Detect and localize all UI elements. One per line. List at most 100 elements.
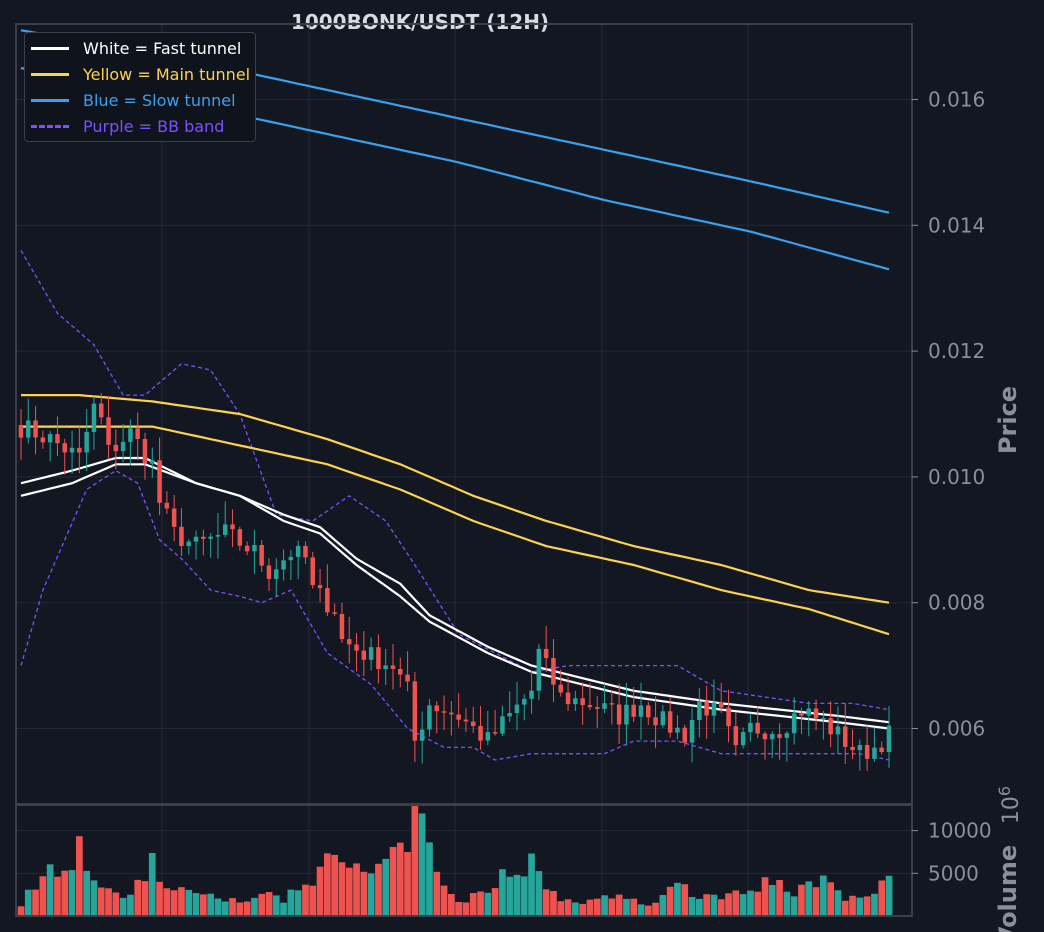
volume-tick-label: 10000 [928,819,992,843]
volume-bar [798,884,805,916]
axis-ticks: 0.006 0.008 0.010 0.012 0.014 0.016 5000 10000 [912,87,992,885]
volume-bar [418,813,426,916]
candle-body [281,560,286,570]
volume-bar [455,902,462,916]
candle-body [463,719,469,722]
volume-bar [520,876,528,916]
volume-bar [623,898,630,916]
volume-bar [251,897,258,916]
volume-bar [170,890,178,916]
price-axis-label: Price [994,386,1022,454]
candle-body [514,704,520,713]
legend: White = Fast tunnel Yellow = Main tunnel… [24,32,256,142]
volume-bar [630,898,638,916]
fast-tunnel-line [20,456,890,724]
candle-body [69,447,75,453]
candle-body [850,746,855,751]
volume-bar [827,882,834,916]
legend-swatch-slow [31,98,69,102]
candle-body [441,711,447,713]
candle-body [135,428,140,439]
volume-bar [863,896,871,916]
volume-bar [316,866,324,916]
candle-body [821,718,826,720]
candle-body [252,545,257,552]
volume-bar [440,885,448,916]
candle-body [587,705,593,708]
candle-body [99,403,104,418]
volume-bar [491,888,499,916]
volume-bar [659,895,667,916]
candle-body [857,745,863,751]
volume-bar [550,891,557,916]
volume-bar [812,887,820,916]
volume-bar [17,906,25,916]
candle-body [368,647,374,660]
volume-bar [637,904,645,916]
candle-body [390,665,396,669]
candle-body [223,524,228,535]
candle-body [310,557,315,586]
volume-bar [506,876,514,916]
volume-bar [601,895,608,916]
candle-body [259,545,264,566]
volume-bar [345,867,353,916]
candle-body [806,708,811,716]
volume-bar [163,888,171,916]
candle-body [697,701,702,720]
volume-bar [141,881,149,916]
volume-bar [608,898,616,916]
candle-body [573,698,578,705]
volume-bar [309,885,317,916]
candle-body [193,536,199,542]
candle-body [872,747,877,759]
candle-body [179,526,184,546]
volume-bar [411,802,419,916]
volume-bar [878,880,886,916]
volume-bar [367,873,375,916]
volume-bar [229,898,236,916]
volume-bar [294,890,302,916]
candle-body [171,508,177,527]
volume-bar [134,879,142,916]
volume-bar [156,881,163,916]
volume-bar [61,870,69,916]
candle-body [529,690,534,699]
candle-body [347,639,352,645]
candle-body [609,703,615,705]
volume-bar [652,902,659,916]
volume-bar [805,881,813,916]
volume-bar [674,882,681,916]
volume-bar [54,876,61,916]
candle-body [478,726,483,741]
volume-bar [783,891,791,916]
candle-body [201,536,206,539]
volume-bar [32,889,39,916]
candle-body [675,727,680,733]
volume-bar [127,894,134,916]
candle-body [580,698,585,706]
candle-body [62,443,67,453]
candle-body [237,529,243,546]
main-tunnel-line [21,425,890,636]
candle-body [113,444,119,452]
volume-bar [83,870,90,916]
candle-body [40,437,46,443]
volume-bar [739,894,747,916]
volume-bar [666,886,674,916]
volume-bar [856,897,864,916]
candle-body [500,716,505,734]
candle-body [689,720,695,743]
legend-swatch-main [31,72,69,76]
candle-body [595,707,600,709]
volume-bar [192,893,200,916]
volume-bar [732,890,740,916]
volume-bar [353,863,360,916]
volume-bar [448,894,455,916]
volume-bar [725,893,732,916]
candle-body [215,535,221,537]
candle-body [536,648,542,691]
volume-bar [272,895,280,916]
candle-body [405,674,410,682]
